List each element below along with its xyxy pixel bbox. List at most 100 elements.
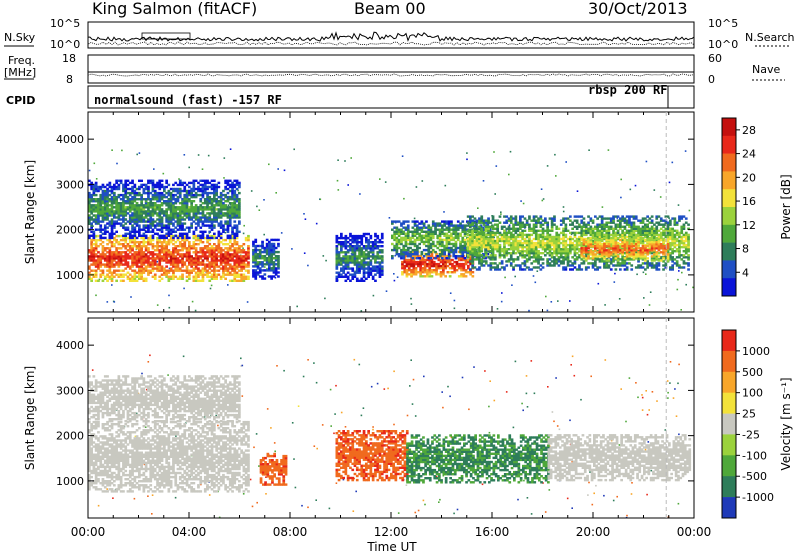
- echo-cell: [194, 208, 198, 211]
- echo-cell: [395, 244, 399, 248]
- echo-cell: [140, 241, 143, 244]
- echo-cell: [122, 185, 125, 189]
- echo-cell: [353, 271, 357, 274]
- echo-cell: [208, 226, 212, 229]
- echo-cell: [344, 245, 348, 248]
- echo-cell: [406, 228, 410, 231]
- echo-cell: [119, 206, 123, 209]
- echo-cell: [215, 189, 218, 193]
- echo-cell: [185, 191, 189, 195]
- echo-cell: [564, 266, 568, 269]
- echo-cell: [151, 251, 155, 254]
- echo-cell: [544, 235, 547, 239]
- echo-cell: [594, 262, 597, 265]
- echo-cell: [247, 277, 250, 280]
- echo-cell: [240, 263, 243, 266]
- echo-cell: [582, 223, 586, 226]
- echo-cell: [194, 253, 198, 256]
- scatter-cell: [336, 179, 339, 182]
- echo-cell: [362, 269, 366, 272]
- echo-cell: [158, 204, 162, 207]
- echo-cell: [406, 236, 410, 240]
- echo-cell: [469, 239, 472, 243]
- echo-cell: [430, 262, 434, 266]
- echo-cell: [219, 267, 223, 270]
- echo-cell: [445, 232, 449, 235]
- echo-cell: [201, 230, 205, 233]
- echo-cell: [192, 243, 196, 246]
- echo-cell: [353, 255, 357, 258]
- echo-cell: [90, 198, 93, 201]
- echo-cell: [135, 208, 139, 211]
- echo-cell: [128, 210, 132, 213]
- echo-cell: [94, 255, 98, 258]
- echo-cell: [151, 247, 155, 250]
- echo-cell: [178, 269, 182, 272]
- echo-cell: [564, 268, 568, 271]
- echo-cell: [360, 243, 364, 246]
- echo-cell: [144, 247, 148, 250]
- echo-cell: [208, 234, 212, 238]
- echo-cell: [185, 232, 189, 235]
- echo-cell: [423, 260, 427, 264]
- echo-cell: [353, 236, 357, 240]
- echo-cell: [131, 257, 134, 260]
- echo-cell: [183, 208, 187, 211]
- echo-cell: [128, 187, 132, 191]
- scatter-cell: [162, 172, 165, 175]
- echo-cell: [569, 239, 572, 243]
- echo-cell: [481, 226, 485, 229]
- echo-cell: [481, 228, 485, 231]
- echo-cell: [342, 251, 345, 254]
- echo-cell: [128, 208, 132, 211]
- scatter-cell: [372, 294, 375, 297]
- echo-cell: [117, 202, 121, 205]
- echo-cell: [194, 279, 198, 282]
- echo-cell: [147, 257, 150, 260]
- echo-cell: [210, 224, 214, 227]
- echo-cell: [194, 206, 198, 209]
- echo-cell: [344, 267, 348, 270]
- echo-cell: [178, 206, 182, 209]
- echo-cell: [404, 250, 408, 254]
- echo-cell: [555, 243, 559, 247]
- echo-cell: [486, 224, 490, 227]
- echo-cell: [219, 249, 223, 252]
- echo-cell: [133, 208, 137, 211]
- echo-cell: [555, 225, 559, 228]
- echo-cell: [165, 245, 168, 248]
- echo-cell: [153, 220, 157, 223]
- echo-cell: [88, 255, 91, 258]
- echo-cell: [110, 232, 114, 235]
- echo-cell: [402, 222, 406, 225]
- echo-cell: [144, 230, 148, 233]
- scatter-cell: [550, 301, 553, 303]
- scatter-cell: [144, 229, 147, 232]
- echo-cell: [471, 260, 474, 263]
- echo-cell: [208, 218, 212, 221]
- echo-cell: [400, 257, 403, 260]
- echo-cell: [153, 210, 157, 213]
- echo-cell: [247, 269, 250, 272]
- echo-cell: [219, 241, 223, 244]
- echo-cell: [176, 189, 180, 193]
- echo-cell: [142, 234, 146, 237]
- echo-cell: [442, 260, 445, 264]
- echo-cell: [156, 183, 159, 187]
- echo-cell: [235, 226, 239, 229]
- echo-cell: [219, 263, 223, 266]
- echo-cell: [138, 193, 141, 197]
- echo-cell: [550, 227, 554, 230]
- echo-cell: [564, 233, 568, 237]
- echo-cell: [272, 257, 276, 260]
- echo-cell: [99, 243, 103, 246]
- echo-cell: [110, 218, 114, 221]
- echo-cell: [351, 249, 355, 252]
- echo-cell: [178, 181, 182, 185]
- echo-cell: [256, 273, 260, 276]
- echo-cell: [226, 224, 230, 227]
- echo-cell: [113, 226, 116, 229]
- echo-cell: [199, 271, 203, 274]
- echo-cell: [149, 226, 153, 229]
- echo-cell: [514, 243, 518, 247]
